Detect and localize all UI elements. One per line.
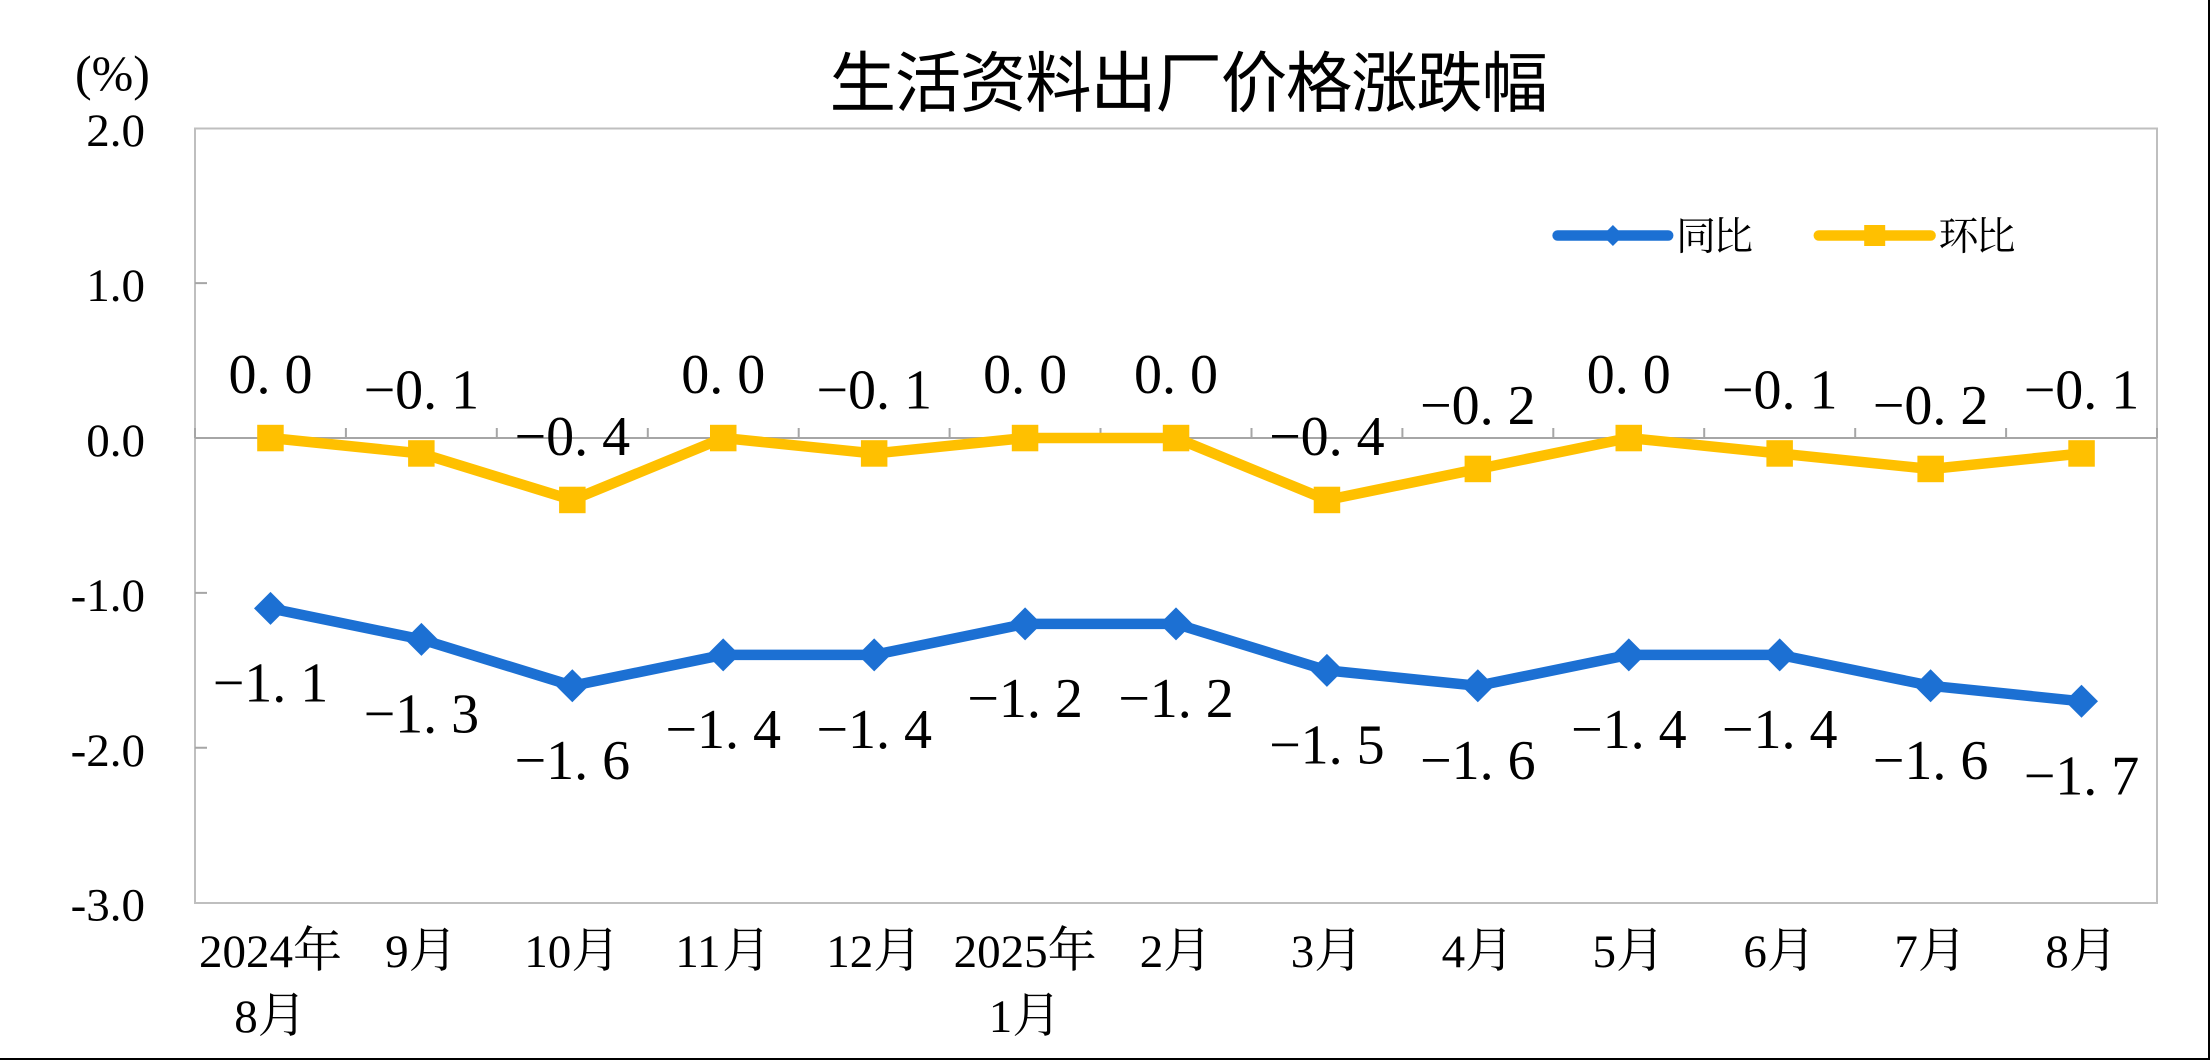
svg-text:−1. 3: −1. 3 <box>364 683 480 745</box>
svg-text:9: 9 <box>385 926 409 978</box>
svg-text:0. 0: 0. 0 <box>681 344 765 406</box>
svg-text:7: 7 <box>1894 926 1918 978</box>
svg-text:2: 2 <box>1140 926 1164 978</box>
svg-text:3: 3 <box>1291 926 1315 978</box>
svg-text:−1. 2: −1. 2 <box>1118 668 1234 730</box>
svg-text:−0. 1: −0. 1 <box>816 360 932 422</box>
svg-text:−1. 4: −1. 4 <box>1722 699 1838 761</box>
svg-text:-1.0: -1.0 <box>71 570 145 622</box>
svg-text:−1. 1: −1. 1 <box>213 652 329 714</box>
svg-text:-3.0: -3.0 <box>71 880 145 932</box>
svg-text:8: 8 <box>2045 926 2069 978</box>
svg-text:2.0: 2.0 <box>86 105 145 157</box>
svg-text:2025: 2025 <box>954 926 1048 978</box>
svg-text:−0. 4: −0. 4 <box>515 406 631 468</box>
svg-text:0. 0: 0. 0 <box>1587 344 1671 406</box>
svg-text:−0. 4: −0. 4 <box>1269 406 1385 468</box>
svg-text:−0. 1: −0. 1 <box>364 360 480 422</box>
svg-text:−1. 4: −1. 4 <box>665 699 781 761</box>
svg-text:1: 1 <box>989 991 1013 1043</box>
svg-text:−1. 6: −1. 6 <box>515 730 631 792</box>
svg-text:−0. 2: −0. 2 <box>1873 375 1989 437</box>
svg-text:1.0: 1.0 <box>86 260 145 312</box>
svg-text:−0. 1: −0. 1 <box>2024 360 2140 422</box>
svg-text:−1. 2: −1. 2 <box>967 668 1083 730</box>
svg-text:2024: 2024 <box>199 926 293 978</box>
svg-text:−0. 2: −0. 2 <box>1420 375 1536 437</box>
svg-text:4: 4 <box>1442 926 1466 978</box>
svg-text:−1. 4: −1. 4 <box>1571 699 1687 761</box>
svg-text:11: 11 <box>675 926 720 978</box>
svg-text:6: 6 <box>1743 926 1767 978</box>
svg-text:−0. 1: −0. 1 <box>1722 360 1838 422</box>
svg-text:0. 0: 0. 0 <box>983 344 1067 406</box>
svg-text:0. 0: 0. 0 <box>1134 344 1218 406</box>
svg-text:-2.0: -2.0 <box>71 725 145 777</box>
svg-text:−1. 4: −1. 4 <box>816 699 932 761</box>
svg-text:−1. 6: −1. 6 <box>1873 730 1989 792</box>
svg-text:0. 0: 0. 0 <box>229 344 313 406</box>
svg-text:−1. 6: −1. 6 <box>1420 730 1536 792</box>
svg-text:12: 12 <box>826 926 873 978</box>
svg-text:5: 5 <box>1593 926 1617 978</box>
svg-text:0.0: 0.0 <box>86 415 145 467</box>
svg-text:−1. 7: −1. 7 <box>2024 745 2140 807</box>
svg-text:(%): (%) <box>75 45 150 101</box>
svg-text:10: 10 <box>524 926 571 978</box>
svg-text:8: 8 <box>234 991 258 1043</box>
svg-text:−1. 5: −1. 5 <box>1269 714 1385 776</box>
